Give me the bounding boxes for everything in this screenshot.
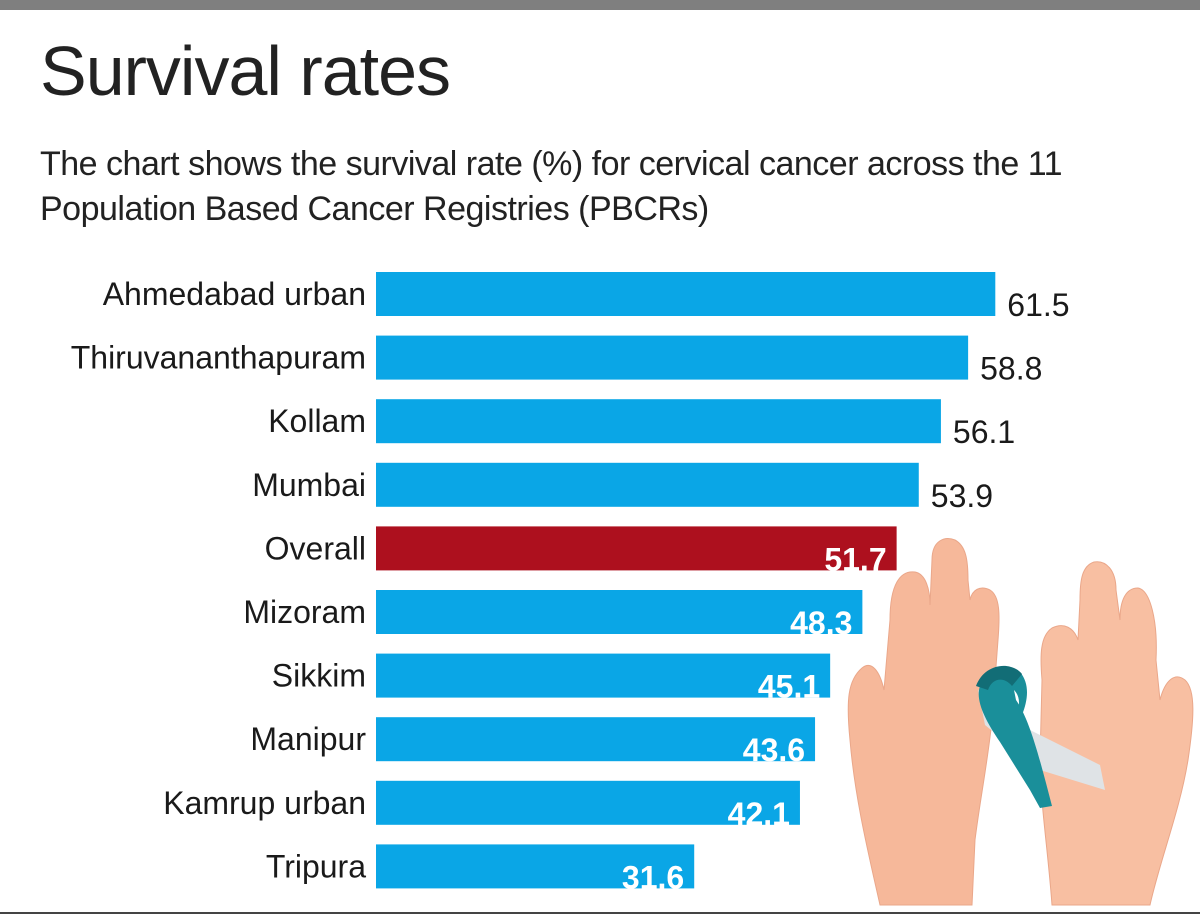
value-label: 53.9 <box>931 478 993 514</box>
value-label: 42.1 <box>728 796 790 832</box>
category-label: Kollam <box>268 403 366 439</box>
value-label: 51.7 <box>824 541 886 577</box>
bottom-rule <box>0 912 1200 914</box>
category-label: Sikkim <box>272 658 366 694</box>
category-label: Manipur <box>250 721 366 757</box>
hands-holding-cancer-ribbon-icon <box>847 538 1194 906</box>
category-label: Mumbai <box>252 467 366 503</box>
bar-mizoram <box>376 590 863 634</box>
value-label: 43.6 <box>743 732 805 768</box>
category-label: Thiruvananthapuram <box>71 340 366 376</box>
value-label: 45.1 <box>758 669 820 705</box>
chart-subtitle: The chart shows the survival rate (%) fo… <box>40 145 1063 228</box>
bar-kamrup-urban <box>376 780 800 825</box>
category-label: Kamrup urban <box>163 785 366 821</box>
bar-mumbai <box>376 462 919 507</box>
bar-ahmedabad-urban <box>376 272 996 316</box>
value-label: 61.5 <box>1007 287 1069 323</box>
category-label: Ahmedabad urban <box>103 276 366 312</box>
value-label: 31.6 <box>622 859 684 895</box>
category-label: Overall <box>265 530 366 566</box>
category-label: Mizoram <box>243 594 366 630</box>
bar-manipur <box>376 717 816 762</box>
bar-overall <box>376 526 897 571</box>
bar-tripura <box>376 844 695 889</box>
right-hand <box>1039 561 1194 906</box>
bar-thiruvananthapuram <box>376 335 969 380</box>
value-label: 48.3 <box>790 605 852 641</box>
top-band <box>0 0 1200 10</box>
bar-sikkim <box>376 653 831 698</box>
chart-title: Survival rates <box>40 32 451 110</box>
value-label: 56.1 <box>953 414 1015 450</box>
bar-kollam <box>376 399 941 444</box>
bars-group: Ahmedabad urban 61.5 Thiruvananthapuram 58.… <box>71 272 1070 895</box>
ribbon-teal-part <box>978 666 1052 808</box>
left-hand <box>847 538 1000 906</box>
category-label: Tripura <box>266 848 366 884</box>
value-label: 58.8 <box>980 351 1042 387</box>
